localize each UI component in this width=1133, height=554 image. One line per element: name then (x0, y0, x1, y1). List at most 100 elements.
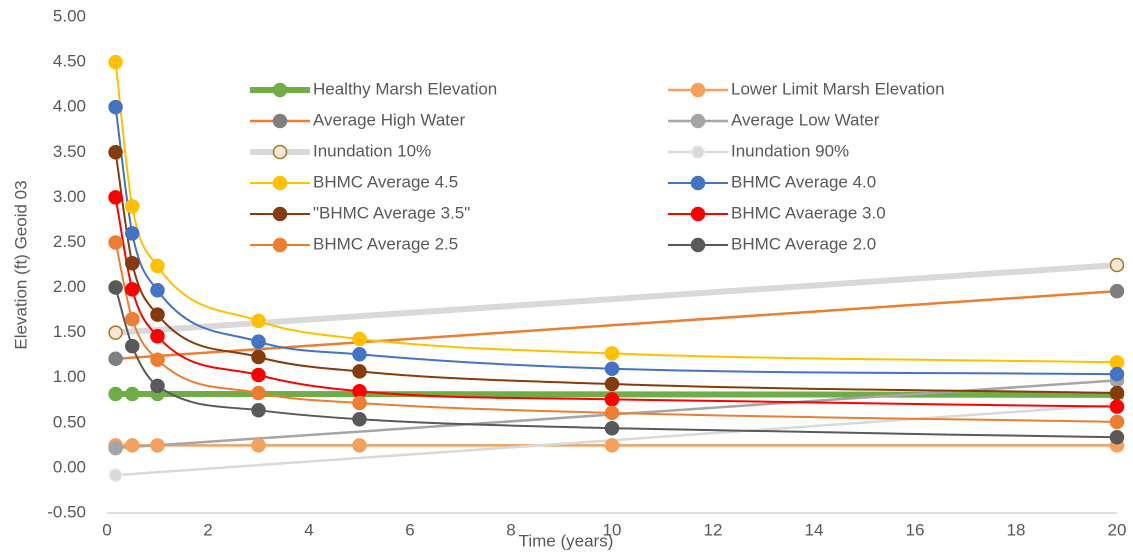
legend-marker (690, 237, 706, 253)
point (108, 99, 123, 115)
point (108, 325, 123, 340)
point (150, 283, 165, 298)
point (251, 385, 266, 401)
point (604, 376, 620, 392)
series-line (114, 152, 1118, 395)
x-tick-label: 0 (102, 520, 111, 539)
y-tick-label: 3.00 (53, 187, 86, 206)
y-tick-label: 0.50 (53, 412, 86, 431)
point (251, 367, 266, 383)
series-line (114, 242, 1118, 423)
point (1109, 385, 1125, 401)
y-tick-label: 1.00 (53, 367, 86, 386)
x-tick-label: 14 (805, 520, 824, 539)
point (1109, 399, 1125, 414)
point (150, 258, 165, 274)
point (125, 338, 140, 354)
point (352, 347, 367, 362)
legend-label: Inundation 90% (731, 141, 849, 160)
legend-label: BHMC Average 4.5 (313, 172, 458, 191)
series-line (114, 197, 1118, 408)
x-tick-label: 18 (1007, 520, 1026, 539)
point (251, 349, 266, 365)
x-axis-title: Time (years) (519, 531, 614, 550)
point (125, 386, 140, 402)
point (108, 351, 123, 367)
point (125, 282, 140, 297)
y-tick-label: 2.50 (53, 232, 86, 251)
y-tick-label: 1.50 (53, 322, 86, 341)
point (604, 438, 620, 453)
point (352, 331, 367, 347)
y-tick-label: 3.50 (53, 142, 86, 161)
point (108, 440, 123, 456)
point (125, 255, 140, 271)
point (251, 313, 266, 329)
y-axis-title: Elevation (ft) Geoid 03 (11, 180, 30, 349)
legend-marker (690, 175, 706, 191)
legend-marker (272, 144, 288, 160)
point (352, 395, 367, 411)
legend-label: BHMC Avaerage 3.0 (731, 203, 886, 222)
legend-marker (690, 82, 706, 98)
legend-label: Lower Limit Marsh Elevation (731, 79, 945, 98)
legend-marker (272, 175, 288, 191)
point (108, 190, 123, 205)
point (604, 361, 620, 376)
x-tick-label: 10 (603, 520, 622, 539)
legend-marker (690, 206, 706, 222)
point (1109, 257, 1125, 273)
point (352, 364, 367, 379)
point (125, 226, 140, 241)
y-tick-label: 4.00 (53, 97, 86, 116)
legend-label: Average Low Water (731, 110, 880, 129)
y-tick-label: 4.50 (53, 52, 86, 71)
point (251, 402, 266, 418)
x-tick-label: 6 (405, 520, 414, 539)
point (150, 307, 165, 322)
x-tick-label: 8 (506, 520, 515, 539)
point (108, 54, 123, 70)
point (108, 235, 123, 250)
legend-marker (272, 237, 288, 253)
point (108, 145, 123, 160)
legend-label: BHMC Average 2.5 (313, 234, 458, 253)
point (251, 334, 266, 349)
point (604, 420, 620, 436)
legend-label: "BHMC Average 3.5" (313, 203, 470, 222)
x-tick-label: 12 (704, 520, 723, 539)
x-tick-label: 16 (906, 520, 925, 539)
point (108, 467, 123, 483)
y-tick-label: -0.50 (47, 502, 86, 521)
legend-label: Inundation 10% (313, 141, 431, 160)
series-line (115, 262, 1118, 336)
y-tick-label: 5.00 (53, 6, 86, 25)
point (251, 438, 266, 453)
point (150, 438, 165, 453)
point (1109, 429, 1125, 445)
point (1109, 283, 1125, 299)
point (604, 346, 620, 361)
legend-marker (272, 82, 288, 98)
legend-marker (272, 113, 288, 129)
y-tick-label: 0.00 (53, 457, 86, 476)
x-tick-label: 4 (304, 520, 313, 539)
legend-marker (272, 206, 288, 222)
point (108, 280, 123, 295)
legend-label: BHMC Average 4.0 (731, 172, 876, 191)
series-line (114, 107, 1118, 376)
legend-marker (690, 113, 706, 129)
point (108, 386, 123, 402)
legend-label: BHMC Average 2.0 (731, 234, 876, 253)
point (1109, 366, 1125, 382)
x-tick-label: 2 (203, 520, 212, 539)
point (125, 311, 140, 327)
y-tick-label: 2.00 (53, 277, 86, 296)
point (150, 352, 165, 367)
legend-label: Healthy Marsh Elevation (313, 79, 497, 98)
point (604, 392, 620, 407)
legend-marker (690, 144, 706, 160)
series-line (114, 61, 1118, 364)
point (352, 411, 367, 427)
